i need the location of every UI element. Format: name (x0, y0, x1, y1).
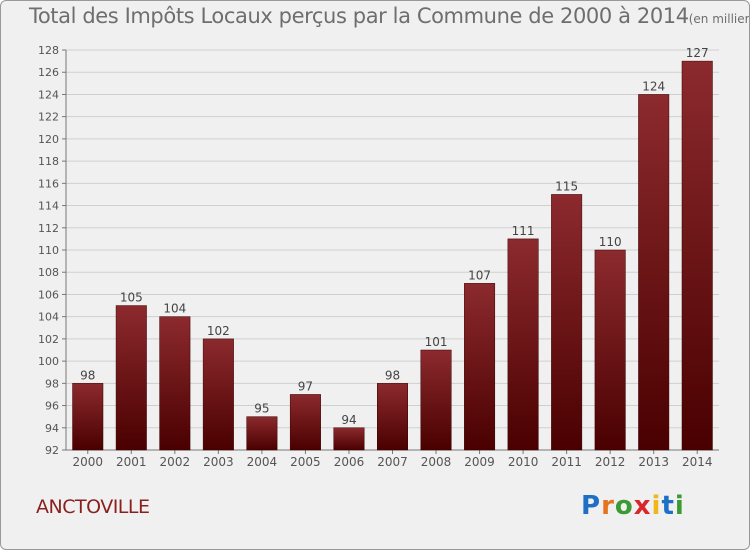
data-label: 95 (254, 402, 269, 416)
logo-letter: r (601, 491, 615, 521)
x-tick-label: 2000 (72, 455, 103, 469)
x-tick-label: 2009 (464, 455, 495, 469)
y-tick-label: 100 (38, 355, 59, 368)
data-label: 105 (120, 291, 143, 305)
data-label: 94 (341, 413, 356, 427)
y-tick-label: 122 (38, 111, 59, 124)
x-tick-label: 2014 (682, 455, 713, 469)
y-tick-label: 106 (38, 288, 59, 301)
x-tick-label: 2001 (116, 455, 147, 469)
bar-2008 (420, 349, 452, 451)
data-labels: 98 105 104 102 95 97 94 98 101 107 111 115 110 124 127 (80, 46, 709, 427)
x-tick-label: 2011 (551, 455, 582, 469)
bar-2003 (202, 338, 234, 451)
data-label: 124 (642, 79, 665, 93)
bar-2009 (464, 283, 496, 451)
data-label: 104 (163, 302, 186, 316)
y-tick-label: 108 (38, 266, 59, 279)
y-tick-label: 128 (38, 44, 59, 57)
y-tick-label: 116 (38, 177, 59, 190)
y-tick-label: 92 (45, 444, 59, 457)
chart-title: Total des Impôts Locaux perçus par la Co… (29, 4, 750, 28)
y-tick-label: 124 (38, 88, 59, 101)
logo-letter: x (633, 491, 652, 521)
y-tick-label: 120 (38, 133, 59, 146)
x-tick-label: 2010 (508, 455, 539, 469)
bar-2004 (246, 416, 278, 451)
y-tick-label: 104 (38, 311, 59, 324)
bar-2005 (289, 394, 321, 451)
data-label: 98 (385, 368, 400, 382)
data-label: 97 (298, 379, 313, 393)
y-tick-label: 114 (38, 200, 59, 213)
y-tick-label: 112 (38, 222, 59, 235)
axes: 92 94 96 98 100 102 104 106 108 110 112 114 116 118 12… (38, 44, 719, 469)
bar-2006 (333, 427, 365, 451)
bar-2010 (507, 238, 539, 451)
logo-letter: P (581, 491, 602, 521)
y-tick-label: 102 (38, 333, 59, 346)
bar-2007 (377, 383, 408, 451)
y-tick-label: 94 (45, 422, 59, 435)
data-label: 115 (555, 179, 578, 193)
bar-2012 (594, 249, 626, 451)
x-tick-label: 2004 (247, 455, 278, 469)
x-tick-label: 2008 (421, 455, 452, 469)
x-tick-label: 2013 (638, 455, 669, 469)
x-tick-label: 2007 (377, 455, 408, 469)
y-tick-label: 126 (38, 66, 59, 79)
data-label: 101 (425, 335, 448, 349)
x-tick-label: 2002 (160, 455, 191, 469)
data-label: 98 (80, 368, 95, 382)
bar-2011 (551, 194, 583, 451)
chart-title-text: Total des Impôts Locaux perçus par la Co… (29, 4, 689, 28)
x-tick-label: 2006 (334, 455, 365, 469)
bar-2013 (638, 94, 670, 451)
y-tick-label: 118 (38, 155, 59, 168)
x-tick-label: 2012 (595, 455, 626, 469)
logo-letter: o (614, 491, 634, 521)
commune-name: ANCTOVILLE (36, 496, 150, 518)
data-label: 110 (599, 235, 622, 249)
bar-2014 (681, 60, 713, 451)
data-label: 107 (468, 268, 491, 282)
bars (72, 60, 713, 451)
chart-title-unit: (en milliers d'€) (688, 12, 750, 26)
x-tick-label: 2003 (203, 455, 234, 469)
logo-letter: i (674, 491, 685, 521)
y-tick-label: 98 (45, 377, 59, 390)
data-label: 127 (686, 46, 709, 60)
x-tick-label: 2005 (290, 455, 321, 469)
bar-2002 (159, 316, 191, 451)
data-label: 102 (207, 324, 230, 338)
bar-2001 (115, 305, 147, 451)
data-label: 111 (512, 224, 535, 238)
y-tick-label: 96 (45, 400, 59, 413)
proxiti-logo: Proxiti (581, 491, 685, 521)
logo-letter: t (661, 491, 675, 521)
bar-2000 (72, 383, 104, 451)
y-tick-label: 110 (38, 244, 59, 257)
logo-letter: i (651, 491, 662, 521)
